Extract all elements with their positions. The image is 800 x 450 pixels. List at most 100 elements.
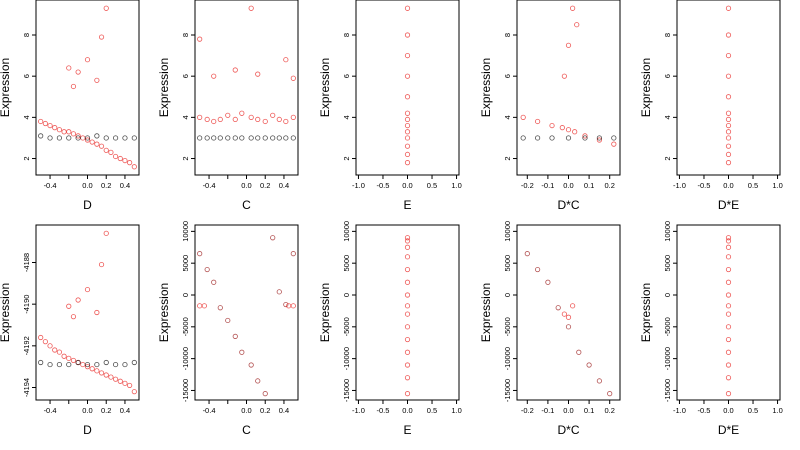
data-point [232,135,238,141]
x-tick-label: 0.0 [563,406,573,415]
data-point [283,57,289,63]
data-point [404,336,411,343]
y-tick-label: 0 [663,293,672,297]
data-point [217,305,223,311]
scatter-panel-4: 2 4 6 8 -0.2 -0.1 0.0 0.1 0.2 D*C Expression [479,0,621,212]
data-point [248,135,254,141]
x-tick-label: 0.0 [241,406,251,415]
data-point [725,292,732,298]
data-point [255,116,261,123]
data-point [404,73,411,79]
y-tick-label: 4 [342,115,351,119]
data-point [565,135,572,141]
data-point [204,116,210,123]
y-tick-label: 4 [181,115,190,119]
data-point [262,118,268,125]
data-point [98,370,105,376]
data-point [404,238,411,244]
data-point [61,353,67,359]
y-tick-label: 2 [22,156,31,160]
data-point [122,135,128,141]
y-tick-label: 0 [342,293,351,297]
data-point [555,305,561,311]
y-tick-label: 0 [181,293,190,297]
x-tick-label: -0.4 [203,406,216,415]
data-point [66,355,72,361]
data-point [80,135,86,141]
data-point [108,374,114,380]
data-point [725,375,732,381]
data-point [404,362,411,368]
data-point [276,116,282,123]
data-point [255,378,261,384]
x-tick-label: -1.0 [673,406,686,415]
x-tick-label: 0.2 [260,406,270,415]
data-point [404,110,411,116]
x-axis-title: D*E [718,198,739,212]
data-point [404,292,411,298]
data-point [262,135,268,141]
x-tick-label: -0.2 [521,181,534,190]
data-point [225,112,231,118]
scatter-panel-7: -15000 -10000 -5000 0 5000 10000 -0.4 0.0 0.2 0.4… [157,221,299,437]
y-tick-label: -5000 [663,317,672,336]
data-point [98,143,105,149]
x-tick-label: 0.0 [402,406,412,415]
data-point [66,361,72,368]
data-point [725,235,732,241]
x-tick-label: 0.0 [723,406,733,415]
y-tick-label: -5000 [342,317,351,336]
x-tick-label: 0.0 [563,181,573,190]
data-point [127,382,133,389]
data-point [570,5,576,11]
data-point [404,303,411,309]
y-tick-label: 6 [22,74,31,78]
x-tick-label: 0.1 [584,181,594,190]
data-point [84,361,91,368]
data-point [725,279,732,285]
data-point [290,303,296,309]
y-tick-label: 8 [663,33,672,37]
x-tick-label: 1.0 [451,181,461,190]
data-point [131,359,137,366]
data-point [56,349,63,355]
data-point [52,347,58,353]
data-point [725,116,732,123]
scatter-panel-10: -15000 -10000 -5000 0 5000 10000 -1.0 -0.5 0.0 0.… [639,221,783,437]
data-point [248,362,254,368]
data-point [204,266,210,273]
data-point [75,135,81,141]
data-point [117,155,123,162]
data-point [404,279,411,285]
scatter-panel-3: 2 4 6 8 -1.0 -0.5 0.0 0.5 1.0 E Expression [318,0,462,212]
data-point [725,303,732,309]
data-point [197,36,203,42]
data-point [127,160,133,166]
y-tick-label: 5000 [342,255,351,272]
data-point [559,125,565,131]
x-tick-label: -0.5 [377,181,390,190]
data-point [270,135,276,141]
data-point [725,129,732,135]
data-point [84,364,91,370]
data-point [47,122,53,129]
data-point [725,160,732,166]
scatter-panel-5: 2 4 6 8 -1.0 -0.5 0.0 0.5 1.0 D*E Expression [639,0,783,212]
data-point [38,334,44,341]
plot-frame [194,0,299,176]
scatter-panel-2: 2 4 6 8 -0.4 0.0 0.2 0.4 C Expression [157,0,299,212]
data-point [197,303,203,309]
data-point [725,135,732,141]
x-tick-label: 1.0 [451,406,461,415]
y-axis-title: Expression [318,283,332,342]
data-point [565,314,572,320]
data-point [725,5,732,11]
x-tick-label: 0.2 [260,181,270,190]
data-point [404,151,411,158]
y-tick-label: 2 [181,156,190,160]
data-point [42,120,48,127]
data-point [290,75,296,81]
data-point [239,135,245,141]
data-point [255,71,261,77]
data-point [94,133,100,139]
